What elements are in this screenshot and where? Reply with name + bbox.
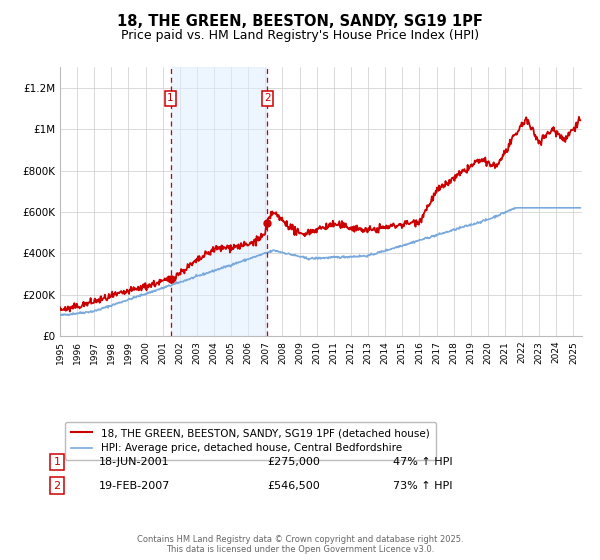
Text: 2: 2 [264, 93, 271, 103]
Bar [170, 67, 268, 336]
Text: 1: 1 [53, 457, 61, 467]
Text: 47% ↑ HPI: 47% ↑ HPI [393, 457, 452, 467]
Text: £546,500: £546,500 [267, 480, 320, 491]
Text: 18, THE GREEN, BEESTON, SANDY, SG19 1PF: 18, THE GREEN, BEESTON, SANDY, SG19 1PF [117, 14, 483, 29]
Text: Price paid vs. HM Land Registry's House Price Index (HPI): Price paid vs. HM Land Registry's House … [121, 29, 479, 42]
Text: £275,000: £275,000 [267, 457, 320, 467]
Text: 18-JUN-2001: 18-JUN-2001 [99, 457, 170, 467]
Text: 19-FEB-2007: 19-FEB-2007 [99, 480, 170, 491]
Text: 1: 1 [167, 93, 174, 103]
Legend: 18, THE GREEN, BEESTON, SANDY, SG19 1PF (detached house), HPI: Average price, de: 18, THE GREEN, BEESTON, SANDY, SG19 1PF … [65, 422, 436, 460]
Text: Contains HM Land Registry data © Crown copyright and database right 2025.
This d: Contains HM Land Registry data © Crown c… [137, 535, 463, 554]
Text: 73% ↑ HPI: 73% ↑ HPI [393, 480, 452, 491]
Text: 2: 2 [53, 480, 61, 491]
